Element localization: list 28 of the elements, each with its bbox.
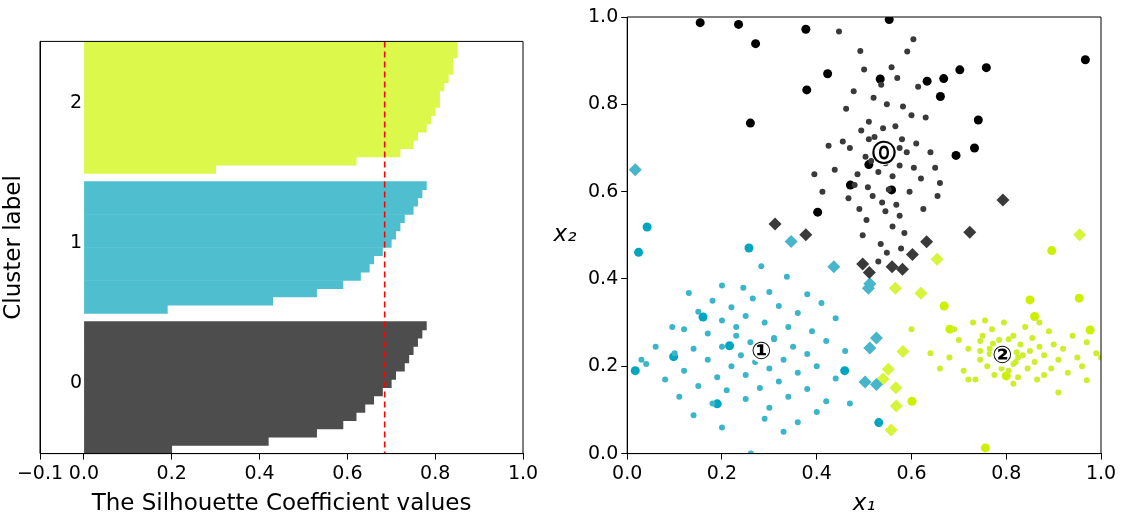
y-tick-label: 0.4	[588, 265, 619, 288]
x-tick-label: 0.6	[332, 460, 363, 483]
y-tick-label: 0.2	[588, 353, 619, 376]
annotation: ②	[992, 341, 1013, 370]
y-tick-label: 0.0	[588, 440, 619, 463]
y-axis-title: Cluster label	[0, 175, 25, 320]
y-tick-label: 0	[70, 370, 83, 393]
x-tick-label: 0.8	[991, 460, 1022, 483]
x-tick-label: 0.4	[244, 460, 275, 483]
x-tick-label: 1.0	[507, 460, 539, 483]
x-tick-label: 1.0	[1085, 460, 1117, 483]
x-tick-label: 0.2	[156, 460, 187, 483]
y-tick-label: 0.8	[588, 91, 619, 114]
y-tick-label: 0.6	[588, 178, 619, 201]
x-tick-label: 0.2	[706, 460, 738, 483]
annotation: ⓪	[871, 139, 896, 168]
y-axis-title: x₂	[552, 220, 577, 247]
y-tick-label: 2	[70, 90, 83, 113]
x-tick-label: 0.6	[896, 460, 927, 483]
x-tick-label: 0.4	[801, 460, 832, 483]
x-axis-title: x₁	[851, 489, 876, 516]
x-tick-label: 0.8	[420, 460, 451, 483]
x-tick-label: 0.0	[612, 460, 643, 483]
x-tick-label: −0.1	[16, 460, 64, 483]
annotation: ①	[751, 336, 772, 365]
y-tick-label: 1.0	[588, 3, 619, 26]
y-tick-label: 1	[70, 230, 83, 253]
x-axis-title: The Silhouette Coefficient values	[90, 489, 472, 516]
